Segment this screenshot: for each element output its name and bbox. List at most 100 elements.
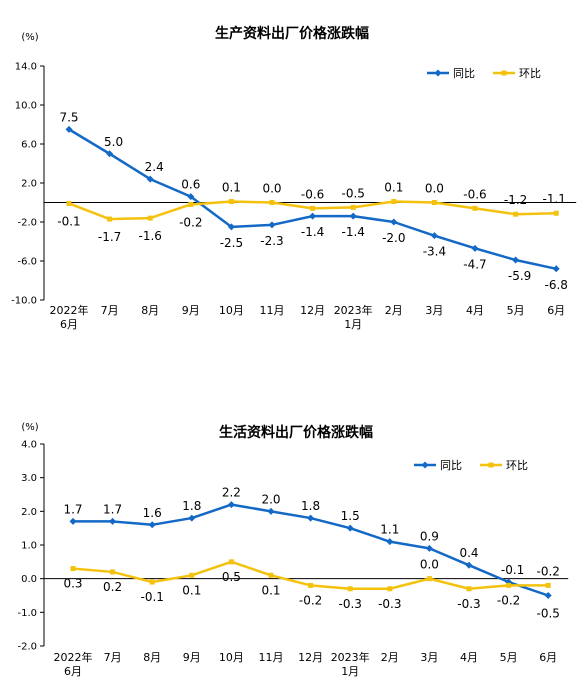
x-tick-label: 8月 [143,651,161,664]
data-point-yoy [552,265,560,273]
data-point-yoy [188,514,196,522]
y-unit-label: (%) [21,422,38,433]
x-tick-label: 4月 [466,304,484,317]
data-point-mom [387,586,393,592]
x-tick-label: 2023年 [331,650,370,664]
x-tick-label: 5月 [500,651,518,664]
data-point-mom [545,582,551,588]
y-tick-label: -1.0 [17,608,37,619]
data-point-mom [310,205,316,211]
legend-label-yoy: 同比 [453,67,475,80]
data-label-mom: -1.1 [542,192,565,206]
y-tick-label: 10.0 [15,101,37,112]
data-label-yoy: 0.4 [459,546,478,560]
data-label-yoy: -2.3 [260,234,283,248]
y-tick-label: 3.0 [21,473,37,484]
data-point-yoy [425,544,433,552]
data-point-mom [426,576,432,582]
x-tick-label: 2023年 [334,303,373,317]
legend-label-yoy: 同比 [440,459,462,472]
x-tick-label: 11月 [260,304,285,317]
y-tick-label: 0.0 [21,574,37,585]
data-point-mom [149,579,155,585]
data-label-yoy: -4.7 [463,257,486,271]
data-label-yoy: 1.8 [182,499,201,513]
data-label-mom: -0.3 [457,597,480,611]
data-label-mom: -0.3 [378,597,401,611]
data-label-yoy: -2.5 [220,236,243,250]
data-point-mom [189,572,195,578]
data-point-mom [350,204,356,210]
y-unit-label: (%) [21,32,38,43]
y-tick-label: -10.0 [11,296,37,307]
data-label-yoy: -3.4 [423,245,446,259]
chart-title: 生产资料出厂价格涨跌幅 [215,25,369,42]
data-point-yoy [227,223,235,231]
data-point-yoy [349,212,357,220]
y-tick-label: 1.0 [21,541,37,552]
data-label-mom: 0.2 [103,580,122,594]
data-label-yoy: 2.2 [222,486,241,500]
data-point-yoy [268,221,276,229]
data-label-yoy: 2.0 [261,492,280,506]
data-point-yoy [146,175,154,183]
data-point-yoy [109,517,117,525]
x-tick-label: 10月 [219,651,244,664]
x-tick-label: 4月 [460,651,478,664]
data-label-mom: -1.6 [138,229,161,243]
data-label-mom: 0.0 [262,182,281,196]
legend-marker-yoy [421,461,429,469]
data-point-yoy [106,150,114,158]
data-label-yoy: 0.9 [420,529,439,543]
data-point-yoy [65,125,73,133]
x-tick-label: 7月 [104,651,122,664]
legend: 同比 环比 [427,67,541,80]
x-tick-label: 3月 [420,651,438,664]
data-point-mom [553,210,559,216]
data-label-yoy: 1.6 [143,506,162,520]
x-tick-label: 6月 [539,651,557,664]
data-point-mom [107,216,113,222]
y-tick-label: 2.0 [21,179,37,190]
data-point-mom [391,199,397,205]
data-point-mom [506,582,512,588]
x-tick-label: 8月 [141,304,159,317]
x-tick-label: 10月 [219,304,244,317]
data-point-yoy [471,244,479,252]
data-point-yoy [309,212,317,220]
data-point-mom [269,200,275,205]
data-label-mom: -0.2 [536,564,559,578]
y-tick-label: -2.0 [17,218,37,229]
data-label-mom: -1.2 [504,193,527,207]
legend: 同比 环比 [414,459,528,472]
data-label-mom: -0.5 [341,186,364,200]
data-label-mom: -0.2 [179,215,202,229]
data-point-yoy [148,521,156,529]
x-tick-label: 1月 [344,318,362,331]
data-point-mom [70,566,76,572]
data-label-yoy: 1.7 [63,502,82,516]
data-label-yoy: 1.7 [103,502,122,516]
data-label-yoy: 2.4 [145,160,164,174]
data-label-yoy: -1.4 [301,225,324,239]
y-tick-label: -2.0 [17,642,37,653]
x-tick-label: 7月 [101,304,119,317]
data-label-yoy: -0.5 [536,607,559,621]
legend-marker-mom [501,70,507,76]
x-tick-label: 11月 [259,651,284,664]
data-point-mom [228,199,234,205]
data-point-yoy [390,218,398,226]
data-label-yoy: 0.6 [181,178,200,192]
data-label-mom: -0.1 [140,590,163,604]
x-tick-label: 9月 [182,304,200,317]
data-label-mom: 0.3 [63,577,82,591]
data-label-mom: 0.0 [420,558,439,572]
data-label-mom: -0.1 [57,214,80,228]
x-tick-label: 2月 [385,304,403,317]
data-label-yoy: 1.8 [301,499,320,513]
data-point-mom [308,582,314,588]
x-tick-label: 2022年 [50,303,89,317]
legend-marker-yoy [434,69,442,77]
